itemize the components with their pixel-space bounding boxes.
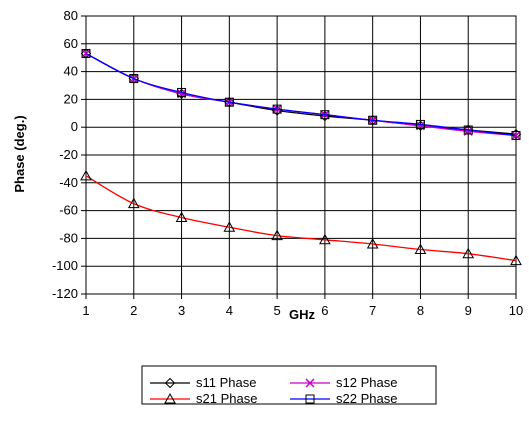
y-tick-label: 0 — [71, 119, 78, 134]
legend-item: s22 Phase — [290, 391, 397, 406]
x-tick-label: 1 — [82, 303, 89, 318]
data-point — [129, 74, 139, 84]
data-point — [272, 104, 282, 114]
series-s22-phase — [81, 49, 521, 141]
y-axis-title: Phase (deg.) — [12, 115, 27, 192]
series-s21-phase — [80, 169, 522, 266]
legend-label: s12 Phase — [336, 375, 397, 390]
data-point — [177, 87, 187, 97]
x-tick-label: 7 — [369, 303, 376, 318]
y-tick-label: -20 — [59, 147, 78, 162]
legend-box — [141, 365, 437, 405]
data-point — [414, 243, 427, 255]
y-tick-label: 20 — [64, 91, 78, 106]
data-point — [127, 197, 140, 209]
legend-marker — [164, 377, 176, 389]
x-tick-label: 6 — [321, 303, 328, 318]
y-tick-label: -100 — [52, 258, 78, 273]
data-point — [511, 131, 521, 141]
legend-marker — [305, 394, 315, 404]
x-tick-label: 3 — [178, 303, 185, 318]
data-point — [463, 125, 473, 135]
data-point — [366, 237, 379, 249]
y-tick-label: -60 — [59, 203, 78, 218]
data-point — [510, 254, 522, 266]
data-point — [224, 97, 234, 107]
series-line — [85, 52, 517, 137]
data-point — [80, 169, 92, 181]
data-point — [175, 211, 188, 223]
legend-marker — [305, 378, 315, 388]
tick-labels: 80 60 40 20 0 -20 -40 -60 -80 -100 -120 1 2 3 4 5 6 7 8 9 10 — [52, 8, 523, 318]
legend-label: s21 Phase — [196, 391, 257, 406]
data-point — [271, 229, 283, 241]
x-tick-label: 5 — [273, 303, 280, 318]
legend-item: s11 Phase — [150, 375, 256, 390]
x-tick-label: 8 — [417, 303, 424, 318]
legend-item: s12 Phase — [290, 375, 397, 390]
x-axis-title: GHz — [289, 307, 316, 322]
x-tick-label: 10 — [509, 303, 523, 318]
x-tick-label: 9 — [465, 303, 472, 318]
data-point — [368, 115, 378, 125]
data-point — [462, 247, 475, 259]
data-point — [81, 49, 91, 59]
x-tick-label: 2 — [130, 303, 137, 318]
series-s12-phase — [81, 48, 521, 141]
data-point — [319, 233, 331, 245]
legend: s11 Phase s12 Phase s21 Phase s22 Phase — [141, 365, 437, 406]
series-line — [85, 175, 517, 262]
x-tick-label: 4 — [226, 303, 233, 318]
y-tick-label: -80 — [59, 230, 78, 245]
y-tick-label: -40 — [59, 175, 78, 190]
data-point — [415, 119, 425, 129]
legend-marker — [164, 392, 176, 404]
data-point — [320, 110, 330, 120]
y-tick-label: 40 — [64, 64, 78, 79]
y-tick-label: 60 — [64, 36, 78, 51]
series-line — [85, 52, 517, 135]
series-lines — [80, 48, 522, 266]
y-tick-label: -120 — [52, 286, 78, 301]
legend-label: s11 Phase — [196, 375, 256, 390]
y-tick-label: 80 — [64, 8, 78, 23]
legend-label: s22 Phase — [336, 391, 397, 406]
series-line — [85, 52, 517, 137]
data-point — [223, 221, 236, 232]
series-s11-phase — [80, 48, 522, 140]
legend-item: s21 Phase — [150, 391, 257, 406]
